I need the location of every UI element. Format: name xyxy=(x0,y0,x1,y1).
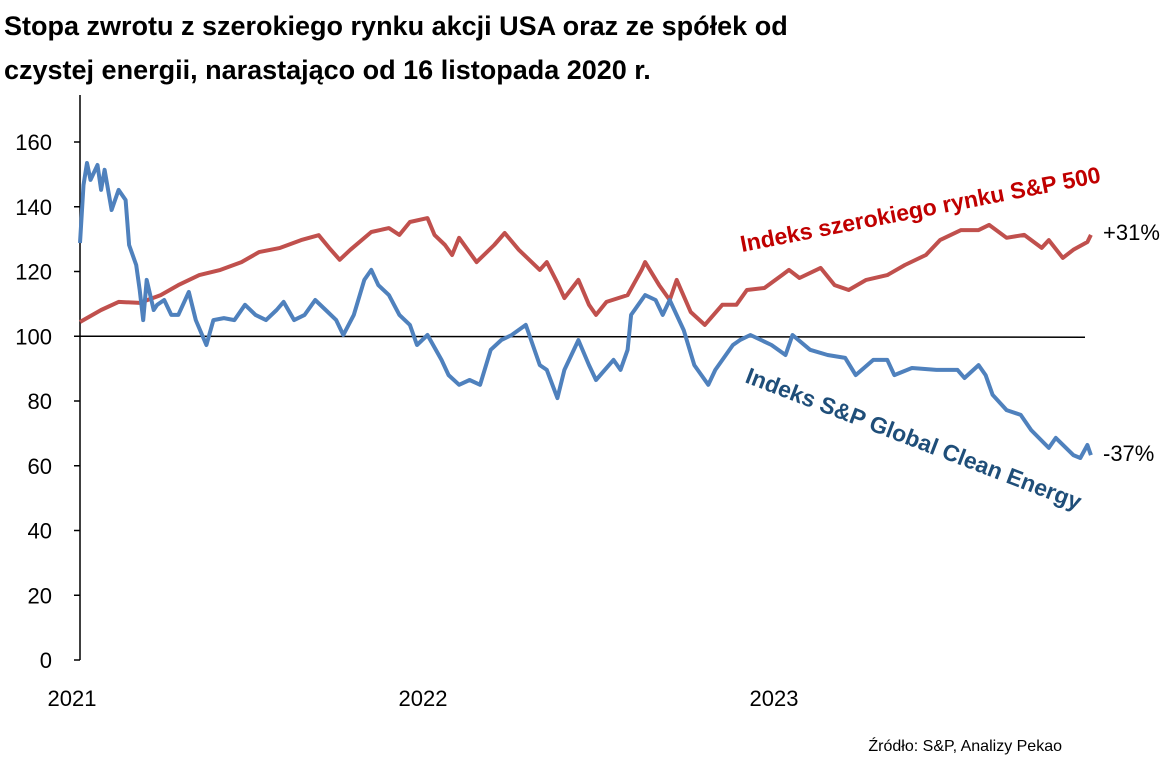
y-tick-label: 0 xyxy=(40,648,52,673)
y-tick-label: 80 xyxy=(28,389,52,414)
x-tick-label: 2023 xyxy=(750,686,799,711)
y-tick-label: 120 xyxy=(15,260,52,285)
y-tick-label: 40 xyxy=(28,519,52,544)
reference-line-100 xyxy=(79,335,1086,338)
chart-title: Stopa zwrotu z szerokiego rynku akcji US… xyxy=(4,4,1004,92)
series-line-sp500 xyxy=(79,216,1093,327)
y-tick-label: 60 xyxy=(28,454,52,479)
x-tick-label: 2021 xyxy=(48,686,97,711)
title-line-2: czystej energii, narastająco od 16 listo… xyxy=(4,55,651,85)
y-tick-label: 20 xyxy=(28,583,52,608)
y-tick-label: 100 xyxy=(15,324,52,349)
x-axis: 2021 2022 2023 xyxy=(48,686,799,711)
x-tick-label: 2022 xyxy=(399,686,448,711)
series-lines xyxy=(78,161,1093,460)
end-label-clean-energy: -37% xyxy=(1103,441,1154,466)
end-label-sp500: +31% xyxy=(1103,220,1160,245)
series-line-clean-energy xyxy=(78,161,1093,460)
source-note: Źródło: S&P, Analizy Pekao xyxy=(868,736,1062,755)
y-tick-label: 160 xyxy=(15,130,52,155)
y-tick-label: 140 xyxy=(15,195,52,220)
series-label-clean-energy: Indeks S&P Global Clean Energy xyxy=(742,362,1085,514)
y-axis: 0 20 40 60 80 100 120 140 160 xyxy=(15,95,81,673)
title-line-1: Stopa zwrotu z szerokiego rynku akcji US… xyxy=(4,11,788,41)
